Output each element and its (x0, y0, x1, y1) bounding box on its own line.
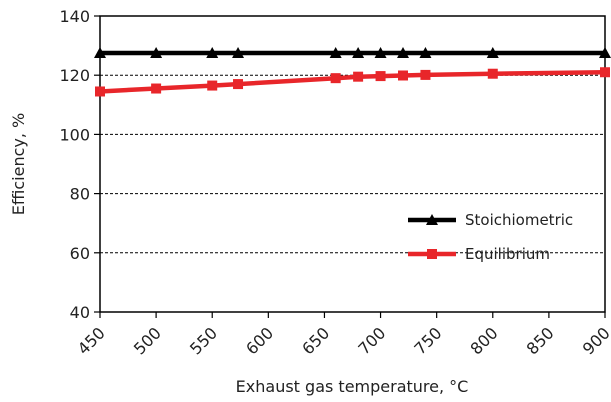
equilibrium-point (151, 83, 162, 94)
x-tick-label: 500 (130, 323, 165, 358)
x-tick-label: 900 (579, 323, 611, 358)
x-tick-label: 600 (242, 323, 277, 358)
x-tick-label: 550 (186, 323, 221, 358)
equilibrium-point (600, 67, 610, 78)
series-equilibrium (95, 67, 610, 97)
x-tick-label: 800 (467, 323, 502, 358)
series-group (94, 47, 611, 97)
legend-label: Equilibrium (465, 245, 550, 263)
y-axis: 40 60 80 100 120 140 (59, 7, 100, 322)
equilibrium-point (233, 79, 244, 90)
x-tick-label: 850 (523, 323, 558, 358)
legend-item-stoichiometric: Stoichiometric (408, 211, 573, 229)
equilibrium-point (375, 71, 386, 82)
x-axis-title: Exhaust gas temperature, °C (236, 377, 469, 396)
x-tick-label: 450 (74, 323, 109, 358)
equilibrium-point (207, 80, 218, 91)
stoichiometric-point (599, 47, 611, 58)
stoichiometric-point (206, 47, 219, 58)
stoichiometric-point (94, 47, 106, 58)
legend-item-equilibrium: Equilibrium (408, 245, 550, 263)
equilibrium-point (420, 69, 431, 80)
stoichiometric-point (150, 47, 163, 58)
x-tick-label: 700 (354, 323, 389, 358)
stoichiometric-point (329, 47, 342, 58)
y-tick-label: 80 (70, 185, 90, 204)
legend-label: Stoichiometric (465, 211, 573, 229)
equilibrium-point (353, 71, 364, 82)
y-tick-label: 60 (70, 244, 90, 263)
equilibrium-point (487, 68, 498, 79)
x-axis: 450 500 550 600 650 700 750 800 850 900 (74, 312, 611, 358)
legend: Stoichiometric Equilibrium (408, 211, 573, 263)
equilibrium-point (95, 86, 105, 97)
stoichiometric-point (352, 47, 365, 58)
stoichiometric-point (419, 47, 432, 58)
plot-frame (99, 15, 606, 313)
y-axis-title: Efficiency, % (9, 113, 28, 215)
x-tick-label: 650 (298, 323, 333, 358)
y-tick-label: 120 (59, 66, 90, 85)
stoichiometric-point (486, 47, 499, 58)
series-stoichiometric (94, 47, 611, 58)
legend-swatch-marker (426, 214, 438, 225)
stoichiometric-point (232, 47, 245, 58)
y-tick-label: 140 (59, 7, 90, 26)
legend-swatch-marker (427, 249, 437, 259)
stoichiometric-point (374, 47, 387, 58)
equilibrium-point (398, 70, 408, 81)
x-tick-label: 750 (410, 323, 445, 358)
stoichiometric-point (397, 47, 409, 58)
y-tick-label: 40 (70, 303, 90, 322)
y-tick-label: 100 (59, 125, 90, 144)
equilibrium-point (330, 73, 341, 84)
